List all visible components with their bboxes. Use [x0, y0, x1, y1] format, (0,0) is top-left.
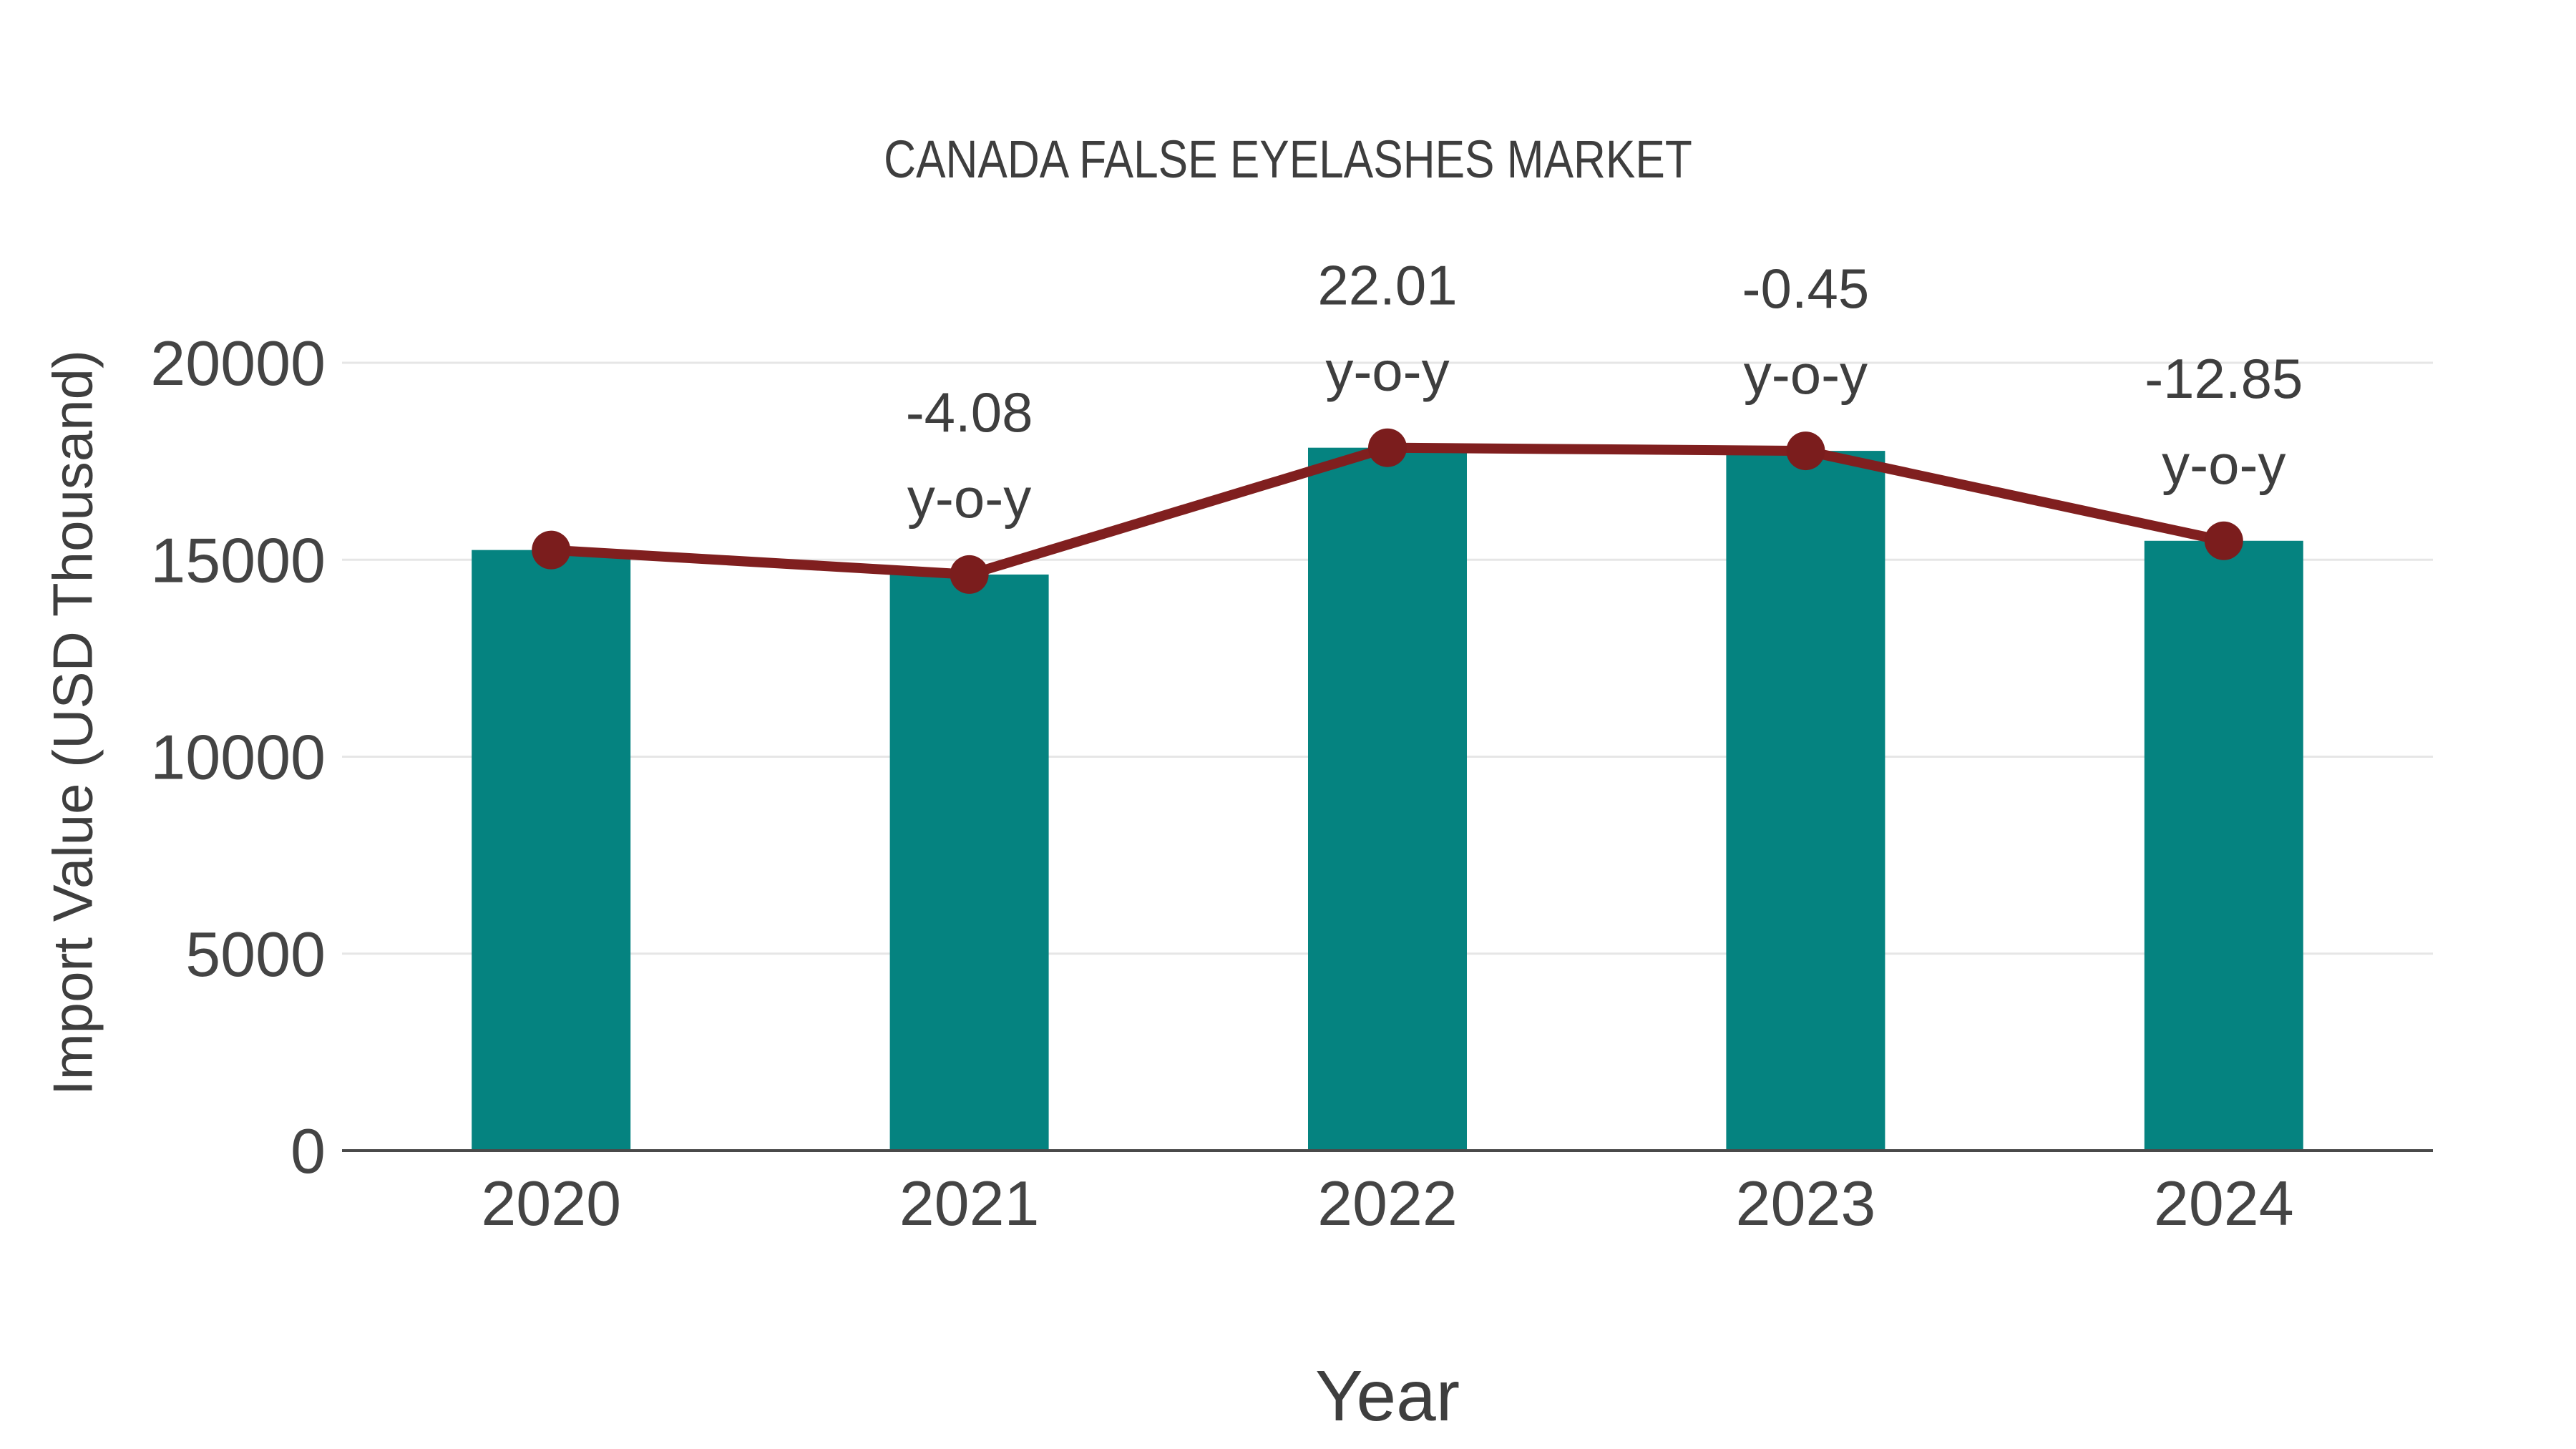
- trend-marker-2022: [1368, 428, 1407, 467]
- annotation-2023-unit: y-o-y: [1744, 343, 1868, 406]
- bar-2021: [889, 574, 1049, 1151]
- annotation-2021-unit: y-o-y: [907, 467, 1031, 530]
- annotation-2024-unit: y-o-y: [2162, 433, 2285, 496]
- y-tick-label-5000: 5000: [185, 919, 326, 990]
- y-tick-label-20000: 20000: [150, 328, 326, 399]
- trend-marker-2023: [1786, 431, 1825, 471]
- trend-marker-2021: [950, 555, 989, 594]
- annotation-2021-value: -4.08: [906, 381, 1033, 444]
- y-tick-label-15000: 15000: [150, 525, 326, 595]
- x-tick-label-2022: 2022: [1317, 1168, 1458, 1239]
- x-tick-label-2021: 2021: [899, 1168, 1040, 1239]
- trend-marker-2024: [2204, 521, 2243, 560]
- y-tick-label-10000: 10000: [150, 722, 326, 793]
- x-tick-label-2023: 2023: [1736, 1168, 1876, 1239]
- bar-2022: [1308, 447, 1467, 1151]
- bar-2020: [472, 550, 631, 1151]
- bar-2024: [2144, 540, 2303, 1151]
- annotation-2024-value: -12.85: [2145, 347, 2303, 410]
- annotation-2023-value: -0.45: [1742, 257, 1870, 320]
- chart-title: CANADA FALSE EYELASHES MARKET: [884, 130, 1692, 189]
- y-axis-title: Import Value (USD Thousand): [41, 350, 104, 1096]
- y-tick-label-0: 0: [291, 1116, 326, 1186]
- bar-2023: [1726, 451, 1885, 1151]
- x-tick-label-2020: 2020: [481, 1168, 621, 1239]
- x-tick-label-2024: 2024: [2154, 1168, 2294, 1239]
- annotation-2022-unit: y-o-y: [1325, 340, 1449, 403]
- x-axis-title: Year: [1314, 1356, 1460, 1436]
- trend-marker-2020: [532, 530, 571, 570]
- annotation-2022-value: 22.01: [1317, 254, 1457, 317]
